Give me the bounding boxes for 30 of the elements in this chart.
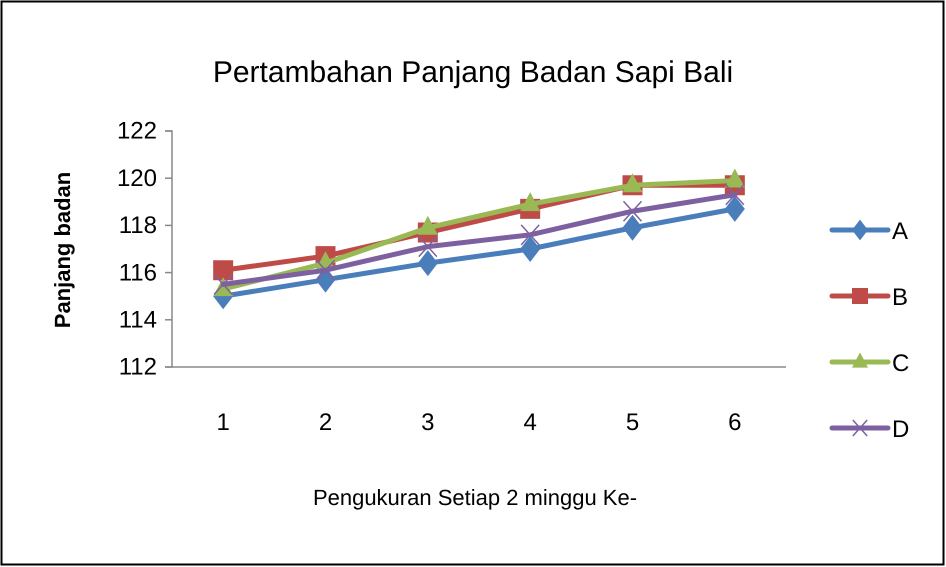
point [725,184,745,206]
y-tick-label: 114 [118,306,157,334]
chart-title: Pertambahan Panjang Badan Sapi Bali [212,56,734,89]
legend-label: D [892,416,910,443]
point [622,200,642,222]
x-tick-label: 5 [626,409,640,436]
legend-label: A [892,218,908,245]
y-tick-label: 122 [116,118,157,145]
point [418,236,438,258]
point [724,196,745,222]
y-tick-label: 118 [118,212,157,240]
x-tick-label: 6 [728,409,742,436]
x-tick-label: 4 [523,409,537,436]
point [316,259,336,281]
point [418,250,438,276]
y-tick-label: 120 [116,164,157,192]
x-axis-title: Pengukuran Setiap 2 minggu Ke- [312,485,638,510]
point [213,274,233,296]
y-tick-label: 116 [118,259,157,286]
legend-label: C [892,350,910,377]
y-tick-label: 112 [118,354,157,381]
x-tick-label: 3 [421,409,435,436]
point [520,224,540,246]
x-tick-label: 1 [216,409,230,436]
point [213,260,234,280]
y-axis-title: Panjang badan [50,172,75,328]
x-tick-label: 2 [318,409,332,436]
point [520,236,540,262]
point [622,214,642,241]
legend-label: B [892,284,908,311]
